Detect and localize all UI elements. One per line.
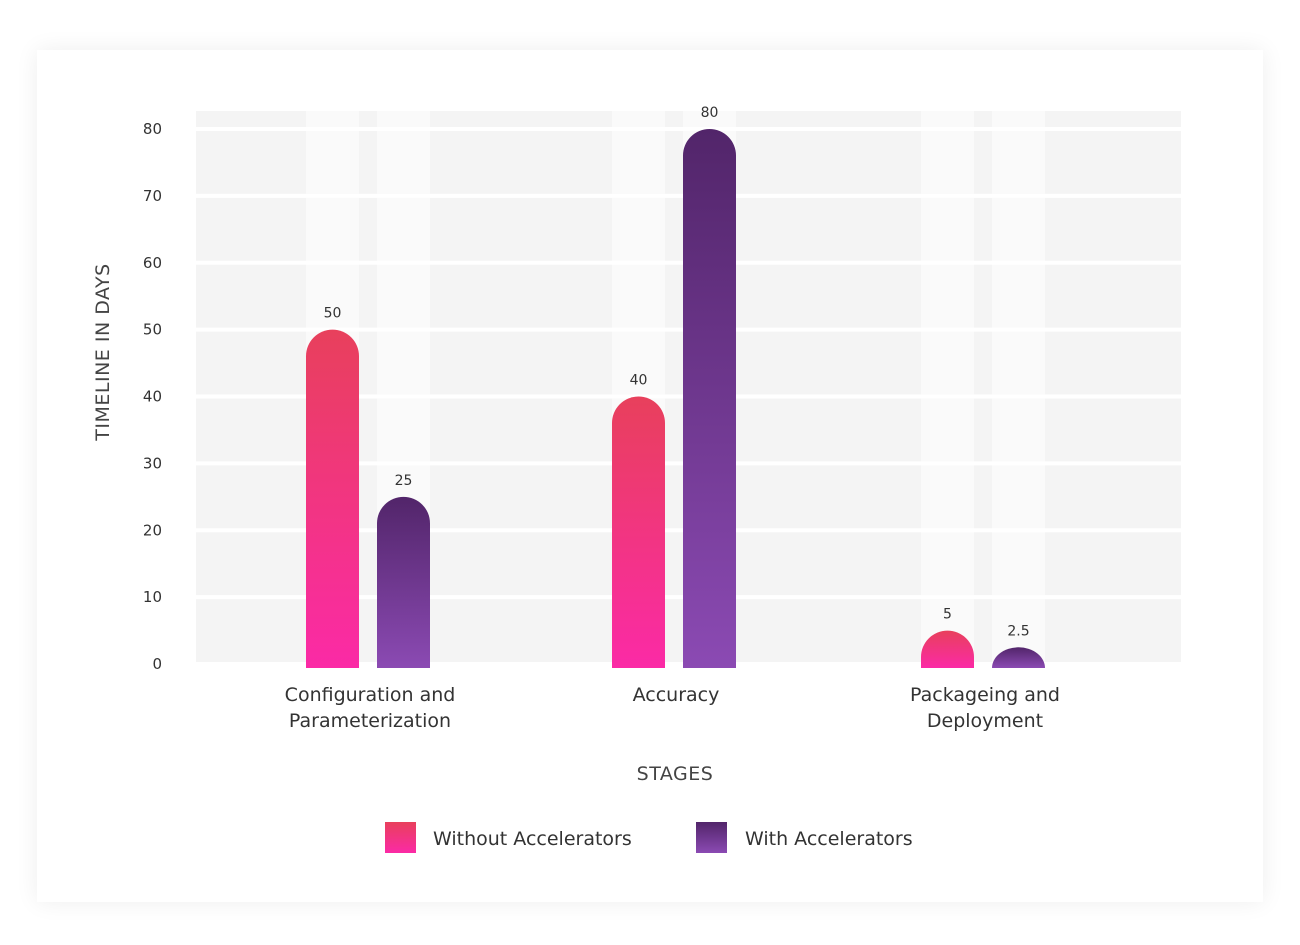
y-axis-ticks: 0 10 20 30 40 50 60 70 80: [143, 120, 162, 673]
data-labels: 50 25 40 80 5 2.5: [324, 105, 1030, 639]
data-label: 40: [630, 373, 648, 389]
y-tick-label: 80: [143, 120, 162, 138]
bar-track: [921, 111, 974, 664]
bar-with-accelerators: [683, 129, 736, 668]
y-tick-label: 40: [143, 388, 162, 406]
bar-with-accelerators: [377, 496, 430, 668]
y-tick-label: 10: [143, 588, 162, 606]
x-axis-title: STAGES: [637, 763, 714, 785]
legend-label: Without Accelerators: [433, 828, 632, 850]
x-category-label: Accuracy: [633, 684, 720, 706]
bar-without-accelerators: [306, 329, 359, 668]
y-tick-label: 20: [143, 521, 162, 539]
legend-swatch: [385, 822, 416, 853]
bar-with-accelerators: [992, 647, 1045, 668]
data-label: 2.5: [1007, 623, 1029, 639]
data-label: 25: [395, 473, 413, 489]
bars: [306, 129, 1045, 668]
x-category-label: Packageing and Deployment: [910, 684, 1060, 732]
y-tick-label: 30: [143, 454, 162, 472]
legend-swatch: [696, 822, 727, 853]
x-axis-categories: Configuration and Parameterization Accurac…: [285, 684, 1060, 732]
gridline: [196, 127, 1181, 131]
legend: Without Accelerators With Accelerators: [385, 822, 913, 853]
y-tick-label: 0: [152, 655, 162, 673]
data-label: 50: [324, 306, 342, 322]
data-label: 80: [701, 105, 719, 121]
y-tick-label: 70: [143, 187, 162, 205]
data-label: 5: [943, 607, 952, 623]
y-tick-label: 60: [143, 254, 162, 272]
y-axis-title: TIMELINE IN DAYS: [92, 263, 114, 441]
legend-label: With Accelerators: [745, 828, 913, 850]
x-category-label: Configuration and Parameterization: [285, 684, 456, 732]
y-tick-label: 50: [143, 321, 162, 339]
bar-track: [992, 111, 1045, 664]
bar-without-accelerators: [612, 396, 665, 668]
bar-without-accelerators: [921, 630, 974, 668]
